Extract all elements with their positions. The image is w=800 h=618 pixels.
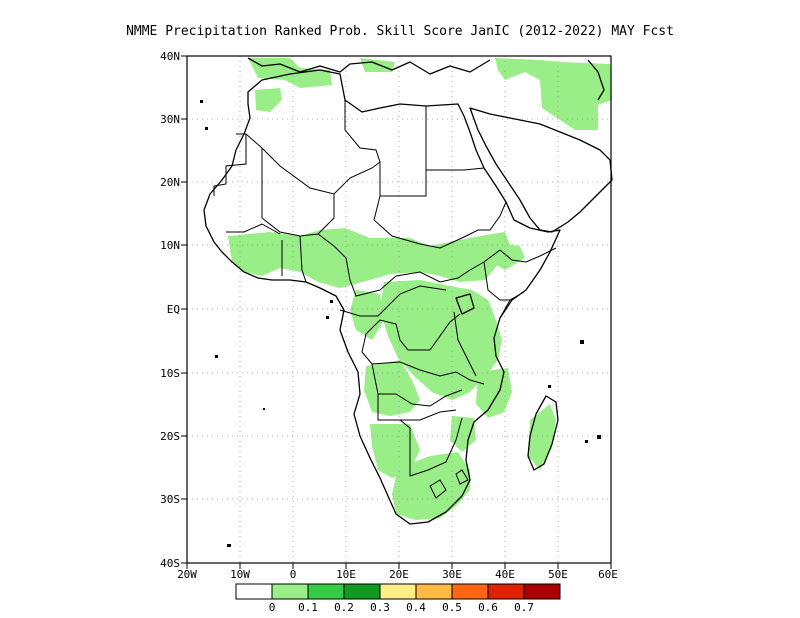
colorbar-box [415,583,453,600]
africa-coastline [203,69,561,525]
lat-tick-label: 20S [160,430,180,443]
gridlines [187,56,611,563]
colorbar-box [343,583,381,600]
lon-tick-label: 20W [177,568,197,581]
lon-tick-label: 50E [548,568,568,581]
lat-tick-labels: 40N 30N 20N 10N EQ 10S 20S 30S 40S [160,50,180,570]
lat-tick-label: 30N [160,113,180,126]
shade-east-africa [476,368,512,418]
colorbar-box [379,583,417,600]
shade-north-africa-coast [248,58,332,88]
lon-tick-labels: 20W 10W 0 10E 20E 30E 40E 50E 60E [177,568,618,581]
country-borders [213,100,557,499]
colorbar-label: 0.4 [406,601,426,614]
colorbar-box [487,583,525,600]
colorbar-label: 0.5 [442,601,462,614]
colorbar-box [523,583,561,600]
shade-mozambique [450,416,476,452]
colorbar-label: 0.3 [370,601,390,614]
lon-tick-label: 40E [495,568,515,581]
islands [200,100,601,547]
colorbar-box [271,583,309,600]
lat-tick-label: 40N [160,50,180,63]
lon-tick-label: 10W [230,568,250,581]
lake-victoria [455,293,475,315]
shade-west-africa [228,228,512,288]
shade-central-africa [380,280,502,400]
caspian-coast [587,59,605,101]
shade-west-central [350,290,384,340]
shade-madagascar [528,404,556,470]
colorbar-labels: 0 0.1 0.2 0.3 0.4 0.5 0.6 0.7 [269,601,534,614]
colorbar-boxes [235,583,561,600]
lat-tick-label: 10N [160,239,180,252]
colorbar-label: 0 [269,601,276,614]
coastlines [203,57,613,525]
lon-tick-label: 20E [389,568,409,581]
colorbar-label: 0.1 [298,601,318,614]
shade-middle-east [495,58,612,130]
plot-title: NMME Precipitation Ranked Prob. Skill Sc… [126,24,674,39]
lon-tick-label: 10E [336,568,356,581]
lon-tick-label: 30E [442,568,462,581]
lon-tick-label: 60E [598,568,618,581]
colorbar-box [307,583,345,600]
shade-mediterranean-east [360,58,395,72]
lat-tick-label: 10S [160,367,180,380]
lat-tick-label: 40S [160,557,180,570]
colorbar-label: 0.6 [478,601,498,614]
shade-south-africa [392,452,470,520]
colorbar-box [235,583,273,600]
colorbar-label: 0.2 [334,601,354,614]
shade-maghreb [255,88,282,112]
red-sea-arabia [469,107,613,233]
lon-tick-label: 0 [290,568,297,581]
lat-tick-label: 20N [160,176,180,189]
madagascar-coast [527,395,559,471]
tick-marks [181,55,612,569]
colorbar-box [451,583,489,600]
skill-shading [228,58,612,520]
lat-tick-label: 30S [160,493,180,506]
colorbar-label: 0.7 [514,601,534,614]
lat-tick-label: EQ [167,303,180,316]
europe-coast [247,57,491,75]
colorbar: 0 0.1 0.2 0.3 0.4 0.5 0.6 0.7 [235,583,561,614]
map-panel: 40N 30N 20N 10N EQ 10S 20S 30S 40S 20W 1… [160,50,618,581]
